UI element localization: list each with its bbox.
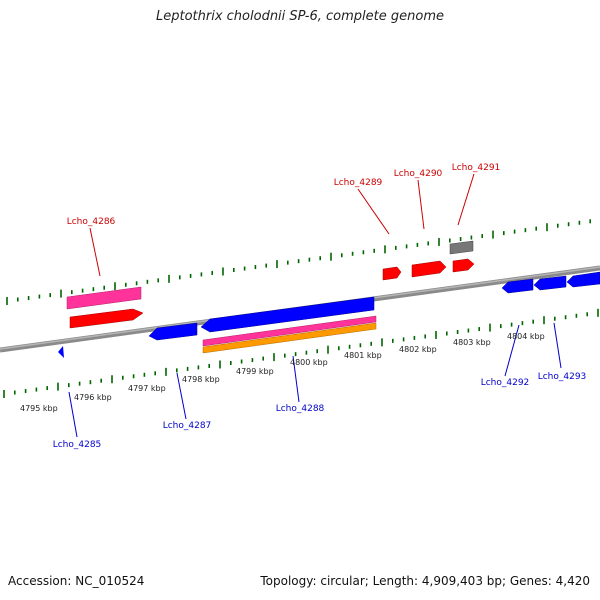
gene-label-lcho-4293[interactable]: Lcho_4293 <box>538 372 587 382</box>
gene-lcho-4290[interactable] <box>411 260 447 278</box>
gene-lcho-4292-b[interactable] <box>533 275 567 291</box>
gene-lcho-4293[interactable] <box>566 271 600 288</box>
gene-lcho-4286-pink[interactable] <box>66 286 142 310</box>
gene-label-lcho-4286[interactable]: Lcho_4286 <box>67 217 116 227</box>
gene-label-lcho-4291[interactable]: Lcho_4291 <box>452 163 501 173</box>
gene-label-lcho-4288[interactable]: Lcho_4288 <box>276 404 325 414</box>
map-title: Leptothrix cholodnii SP-6, complete geno… <box>156 9 444 24</box>
gene-lcho-4292-a[interactable] <box>501 278 534 294</box>
leader-lcho-4290 <box>417 179 425 230</box>
leader-lcho-4287 <box>176 372 187 420</box>
gene-lcho-4285[interactable] <box>58 346 64 358</box>
gene-lcho-4287[interactable] <box>148 322 198 341</box>
reverse-strand-ticks <box>3 308 599 398</box>
leader-lcho-4293 <box>553 322 562 369</box>
scale-label: 4801 kbp <box>344 351 382 360</box>
scale-label: 4803 kbp <box>453 338 491 347</box>
gene-label-lcho-4289[interactable]: Lcho_4289 <box>334 178 383 188</box>
scale-label: 4798 kbp <box>182 375 220 384</box>
scale-label: 4800 kbp <box>290 358 328 367</box>
gene-lcho-4286-red[interactable] <box>69 308 144 329</box>
leader-lcho-4285 <box>68 391 78 438</box>
accession-label: Accession: NC_010524 <box>8 574 145 588</box>
scale-label: 4795 kbp <box>20 404 58 413</box>
leader-lcho-4292 <box>504 324 520 377</box>
scale-label: 4802 kbp <box>399 345 437 354</box>
leader-lcho-4289 <box>357 188 390 235</box>
leader-lcho-4286 <box>89 227 101 277</box>
gene-lcho-4288-blue[interactable] <box>200 296 375 333</box>
genome-summary: Topology: circular; Length: 4,909,403 bp… <box>260 574 590 588</box>
forward-strand-ticks <box>6 219 592 305</box>
scale-label: 4799 kbp <box>236 367 274 376</box>
leader-lcho-4288 <box>292 355 300 403</box>
gene-lcho-4288-pink[interactable] <box>202 315 377 347</box>
scale-label: 4804 kbp <box>507 332 545 341</box>
gene-lcho-4288-orange[interactable] <box>202 322 377 354</box>
gene-lcho-4289[interactable] <box>382 266 402 281</box>
scale-label: 4796 kbp <box>74 393 112 402</box>
gene-label-lcho-4287[interactable]: Lcho_4287 <box>163 421 212 431</box>
gene-label-lcho-4292[interactable]: Lcho_4292 <box>481 378 530 388</box>
leader-lcho-4291 <box>457 173 475 226</box>
scale-label: 4797 kbp <box>128 384 166 393</box>
gene-lcho-4291-gray[interactable] <box>449 240 474 255</box>
gene-lcho-4291[interactable] <box>452 258 475 273</box>
gene-label-lcho-4290[interactable]: Lcho_4290 <box>394 169 443 179</box>
gene-label-lcho-4285[interactable]: Lcho_4285 <box>53 440 102 450</box>
